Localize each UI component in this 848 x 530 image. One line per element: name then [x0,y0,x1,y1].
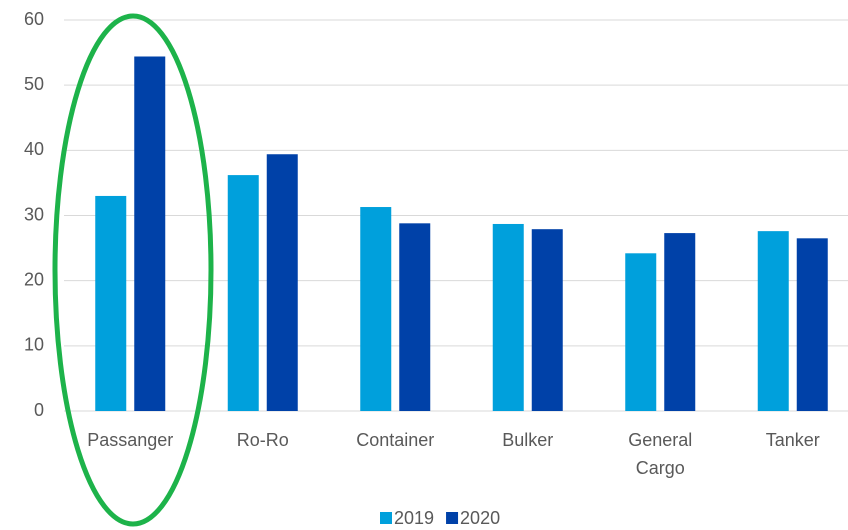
bar [625,253,657,411]
legend-swatch [446,512,459,524]
x-tick-label: Ro-Ro [236,430,289,450]
bar [227,175,259,411]
bar [531,229,563,411]
bar [95,195,127,411]
bar [796,238,828,411]
y-tick-label: 30 [24,204,44,224]
x-tick-label: Bulker [502,430,554,450]
highlight-ellipse [52,13,214,527]
y-tick-label: 60 [24,9,44,29]
y-tick-label: 20 [24,269,44,289]
bar [757,231,789,411]
bar [360,207,392,411]
bar [134,56,166,411]
y-tick-label: 10 [24,335,44,355]
legend-swatch [380,512,392,524]
bar [664,233,696,411]
x-tick-label: General Cargo [628,430,693,478]
bar [492,223,524,411]
x-tick-label: Container [356,430,435,450]
legend-label: 2019 [394,508,434,528]
x-tick-label: Tanker [765,430,820,450]
legend-label: 2020 [460,508,500,528]
bar [266,154,298,411]
y-tick-label: 0 [34,400,44,420]
x-tick-label: Passanger [87,430,174,450]
bar [399,223,431,411]
y-tick-label: 40 [24,139,44,159]
y-tick-label: 50 [24,74,44,94]
